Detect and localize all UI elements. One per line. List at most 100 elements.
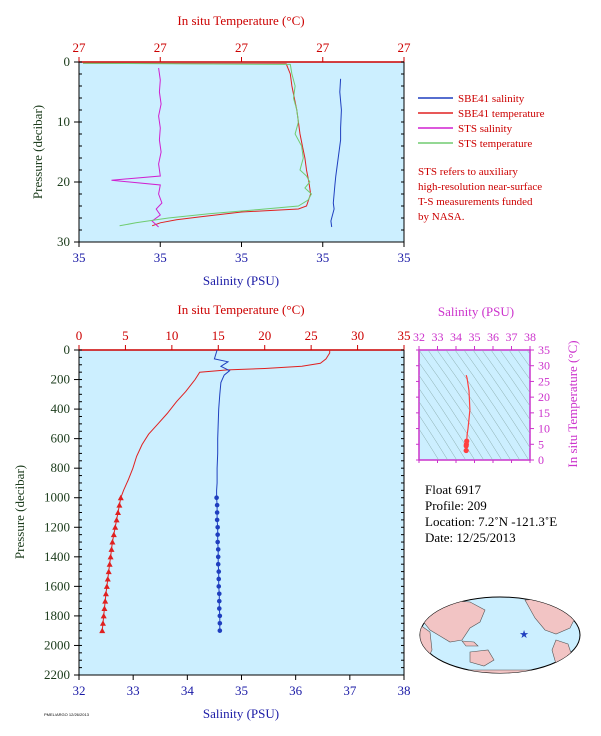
bottom-pressure-tick-label: 2200 <box>44 667 70 682</box>
bottom-sal-tick-label: 34 <box>181 683 195 698</box>
top-temp-tick-label: 27 <box>154 40 168 55</box>
legend: SBE41 salinity SBE41 temperature STS salin… <box>418 93 545 150</box>
salinity-point <box>216 569 222 574</box>
bottom-temp-tick-label: 5 <box>122 328 129 343</box>
ts-temp-tick-label: 35 <box>538 343 550 357</box>
temperature-point <box>102 598 109 604</box>
salinity-point <box>216 598 222 604</box>
temperature-point <box>99 620 106 626</box>
map-antarctica <box>429 669 571 673</box>
top-series-line <box>83 62 312 227</box>
temperature-point <box>110 531 117 538</box>
top-ticks: 27 27 27 27 27 35 35 35 35 35 0 10 20 30 <box>57 40 411 265</box>
bottom-temp-tick-label: 15 <box>212 328 225 343</box>
legend-label: SBE41 salinity <box>458 93 525 105</box>
note-line: by NASA. <box>418 211 465 223</box>
salinity-point <box>214 517 220 523</box>
ts-isopycnal <box>463 350 530 449</box>
bottom-pressure-tick-label: 1400 <box>44 549 70 564</box>
salinity-point <box>215 554 221 560</box>
float-location-marker: ★ <box>519 628 529 641</box>
temperature-point <box>109 539 116 545</box>
top-sal-tick-label: 35 <box>316 250 329 265</box>
salinity-point <box>215 539 220 545</box>
ts-isopycnal <box>499 350 530 394</box>
bottom-temp-tick-label: 35 <box>398 328 411 343</box>
ts-series-group <box>463 374 471 454</box>
top-series-group <box>83 62 342 228</box>
bottom-salinity-axis-title: Salinity (PSU) <box>203 706 279 721</box>
bottom-sal-tick-label: 33 <box>127 683 140 698</box>
top-pressure-tick-label: 10 <box>57 114 70 129</box>
ts-temp-tick-label: 15 <box>538 406 550 420</box>
ts-temp-tick-label: 25 <box>538 374 550 388</box>
top-sal-tick-label: 35 <box>73 250 86 265</box>
ts-temp-tick-label: 20 <box>538 390 550 404</box>
legend-label: SBE41 temperature <box>458 108 545 120</box>
bottom-panel: 0 5 10 15 20 25 30 35 32 33 34 35 36 37 38 0 200 400 600 80… <box>12 302 411 721</box>
ts-salinity-axis-title: Salinity (PSU) <box>438 304 514 319</box>
top-panel: 27 27 27 27 27 35 35 35 35 35 0 10 20 30 In situ Temp… <box>30 13 545 288</box>
temperature-point <box>113 516 120 523</box>
profile-number: Profile: 209 <box>425 498 487 513</box>
note-line: high-resolution near-surface <box>418 181 542 193</box>
temperature-point <box>105 568 112 575</box>
ts-sal-tick-label: 37 <box>506 330 518 344</box>
note-line: STS refers to auxiliary <box>418 166 518 178</box>
bottom-pressure-axis-title: Pressure (decibar) <box>12 465 27 559</box>
ts-sal-tick-label: 33 <box>432 330 444 344</box>
salinity-point <box>214 495 219 501</box>
temperature-point <box>108 546 115 552</box>
temperature-point <box>112 524 119 530</box>
bottom-series-group <box>99 349 331 634</box>
top-series-line <box>330 78 342 228</box>
map-australia <box>469 649 495 667</box>
bottom-series-line <box>213 349 231 498</box>
float-location: Location: 7.2˚N -121.3˚E <box>425 514 558 529</box>
bottom-pressure-tick-label: 1200 <box>44 519 70 534</box>
salinity-point <box>214 502 220 508</box>
ts-sal-tick-label: 38 <box>524 330 536 344</box>
salinity-point <box>217 620 223 626</box>
top-pressure-tick-label: 30 <box>57 234 70 249</box>
top-temperature-axis-title: In situ Temperature (°C) <box>177 13 304 28</box>
top-pressure-tick-label: 20 <box>57 174 70 189</box>
top-temp-tick-label: 27 <box>316 40 330 55</box>
top-sal-tick-label: 35 <box>154 250 167 265</box>
salinity-point <box>214 510 220 515</box>
top-temp-tick-label: 27 <box>73 40 87 55</box>
salinity-point <box>217 613 223 619</box>
temperature-point <box>102 590 109 597</box>
ts-point <box>463 447 469 454</box>
temperature-point <box>100 612 107 619</box>
bottom-temp-tick-label: 10 <box>165 328 178 343</box>
temperature-point <box>101 605 108 612</box>
ts-point <box>463 443 469 449</box>
salinity-point <box>216 591 222 597</box>
legend-label: STS temperature <box>458 138 532 150</box>
ts-isopycnal-lines <box>419 350 530 460</box>
bottom-pressure-tick-label: 800 <box>51 460 71 475</box>
ts-isopycnal <box>419 428 440 460</box>
top-salinity-axis-title: Salinity (PSU) <box>203 273 279 288</box>
temperature-point <box>107 553 114 560</box>
ts-isopycnal <box>419 350 494 460</box>
ts-isopycnal <box>490 350 530 407</box>
ts-temp-tick-label: 10 <box>538 422 550 436</box>
float-info: Float 6917 Profile: 209 Location: 7.2˚N … <box>425 482 557 546</box>
bottom-pressure-tick-label: 0 <box>64 342 71 357</box>
salinity-point <box>215 532 220 537</box>
top-sal-tick-label: 35 <box>235 250 248 265</box>
ts-temperature-axis-title: In situ Temperature (°C) <box>565 340 580 467</box>
bottom-sal-tick-label: 37 <box>343 683 357 698</box>
top-series-line <box>111 67 163 228</box>
profile-date: Date: 12/25/2013 <box>425 530 516 545</box>
bottom-sal-tick-label: 32 <box>73 683 86 698</box>
ts-isopycnal <box>508 350 530 381</box>
ts-isopycnal <box>472 350 530 434</box>
salinity-point <box>217 628 223 633</box>
footer-stamp: PMEL/ARGO 12/26/2013 <box>44 712 90 717</box>
bottom-pressure-tick-label: 400 <box>51 401 71 416</box>
